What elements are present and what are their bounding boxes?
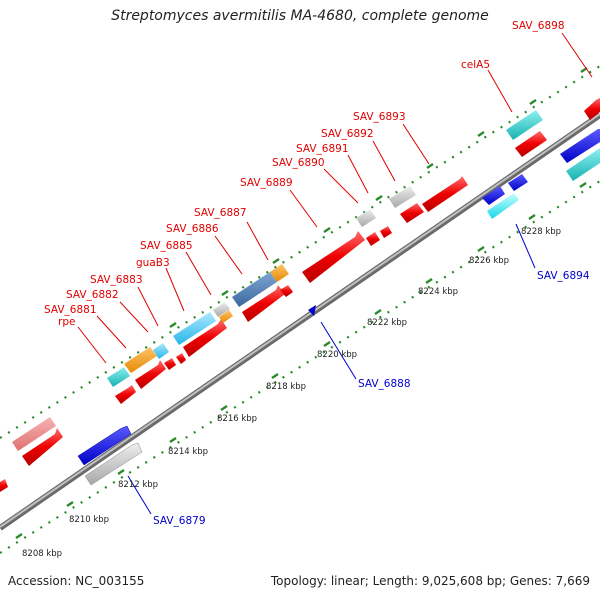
forward-strand-genes xyxy=(0,98,600,492)
genome-title: Streptomyces avermitilis MA-4680, comple… xyxy=(111,8,489,24)
gene-label-sav-6892[interactable]: SAV_6892 xyxy=(321,128,374,140)
gene-arrow-red-left-edge[interactable] xyxy=(0,479,8,492)
gene-arrow-blue-lower-3[interactable] xyxy=(560,129,600,163)
gene-label-sav-6891[interactable]: SAV_6891 xyxy=(296,143,349,155)
gene-label-sav-6885[interactable]: SAV_6885 xyxy=(140,240,193,252)
reverse-leader-lines xyxy=(127,223,536,515)
gene-label-sav-6894[interactable]: SAV_6894 xyxy=(537,270,590,282)
gene-arrow-orange-small[interactable] xyxy=(219,310,233,323)
gene-label-sav-6886[interactable]: SAV_6886 xyxy=(166,223,219,235)
gene-arrow-red-12[interactable] xyxy=(515,131,547,157)
gene-sav-6887-arrow[interactable] xyxy=(302,231,365,283)
gene-arrow-red-8[interactable] xyxy=(280,285,293,297)
gene-label-sav-6883[interactable]: SAV_6883 xyxy=(90,274,143,286)
gene-arrow-red-10[interactable] xyxy=(380,226,392,238)
gene-arrow-red-6[interactable] xyxy=(183,319,227,357)
gene-sav-6883-arrow[interactable] xyxy=(173,312,216,345)
gene-arrow-red-3[interactable] xyxy=(135,360,166,389)
gene-label-sav-6879[interactable]: SAV_6879 xyxy=(153,515,206,527)
gene-arrow-gray-lower[interactable] xyxy=(84,442,143,486)
scale-label: 8212 kbp xyxy=(118,480,158,490)
gene-label-rpe[interactable]: rpe xyxy=(58,316,75,328)
gene-arrow-blue-lower-1[interactable] xyxy=(482,186,505,205)
gene-sav-6881-arrow[interactable] xyxy=(124,347,157,373)
gene-arrow-red-1[interactable] xyxy=(22,428,63,466)
gene-rpe-arrow[interactable] xyxy=(107,367,130,387)
reverse-strand-genes xyxy=(77,129,600,486)
gene-arrow-red-2[interactable] xyxy=(115,385,136,404)
gene-label-sav-6887[interactable]: SAV_6887 xyxy=(194,207,247,219)
gene-guab3-arrow[interactable] xyxy=(213,302,230,317)
gene-label-sav-6888[interactable]: SAV_6888 xyxy=(358,378,411,390)
scale-label: 8210 kbp xyxy=(69,515,109,525)
gene-label-guab3[interactable]: guaB3 xyxy=(136,257,170,269)
scale-label: 8214 kbp xyxy=(168,447,208,457)
gene-label-sav-6882[interactable]: SAV_6882 xyxy=(66,289,119,301)
genome-summary-text: Topology: linear; Length: 9,025,608 bp; … xyxy=(270,574,590,588)
gene-sav-6890-arrow[interactable] xyxy=(356,209,376,227)
scale-label: 8222 kbp xyxy=(367,318,407,328)
scale-label: 8224 kbp xyxy=(418,287,458,297)
gene-label-sav-6889[interactable]: SAV_6889 xyxy=(240,177,293,189)
gene-arrow-lightred[interactable] xyxy=(12,417,56,451)
gene-sav-6898-arrow[interactable] xyxy=(584,98,600,120)
genome-backbone xyxy=(0,112,600,531)
gene-sav-6888-arrow[interactable] xyxy=(308,305,316,316)
gene-arrow-red-4[interactable] xyxy=(164,358,176,370)
gene-sav-6882-arrow[interactable] xyxy=(153,343,169,359)
gene-label-sav-6890[interactable]: SAV_6890 xyxy=(272,157,325,169)
reverse-gene-labels: SAV_6879 SAV_6888 SAV_6894 xyxy=(153,270,590,527)
gene-label-sav-6881[interactable]: SAV_6881 xyxy=(44,304,97,316)
scale-label: 8208 kbp xyxy=(22,549,62,559)
scale-label: 8220 kbp xyxy=(317,350,357,360)
gene-label-sav-6898[interactable]: SAV_6898 xyxy=(512,20,565,32)
scale-label: 8226 kbp xyxy=(469,256,509,266)
gene-arrow-red-9[interactable] xyxy=(366,232,380,246)
gene-arrow-red-7[interactable] xyxy=(242,285,285,322)
upper-tick-track xyxy=(0,65,600,439)
gene-label-cela5[interactable]: celA5 xyxy=(461,59,490,71)
major-ticks xyxy=(15,67,588,539)
scale-labels: 8208 kbp 8210 kbp 8212 kbp 8214 kbp 8216… xyxy=(22,227,561,559)
gene-sav-6893-arrow[interactable] xyxy=(422,176,468,212)
scale-label: 8228 kbp xyxy=(521,227,561,237)
gene-arrow-cyan-lower[interactable] xyxy=(566,148,600,181)
forward-gene-labels: rpe SAV_6881 SAV_6882 SAV_6883 guaB3 SAV… xyxy=(44,20,565,328)
gene-arrow-blue-lower-2[interactable] xyxy=(508,174,528,191)
gene-sav-6886-arrow[interactable] xyxy=(270,264,289,282)
gene-sav-6892-arrow[interactable] xyxy=(389,186,416,208)
gene-sav-6885-arrow[interactable] xyxy=(232,272,277,307)
gene-arrow-red-5[interactable] xyxy=(176,353,186,364)
gene-sav-6894-arrow[interactable] xyxy=(487,193,519,219)
gene-arrow-red-11[interactable] xyxy=(400,203,424,223)
forward-leader-lines xyxy=(77,32,593,364)
gene-cela5-arrow[interactable] xyxy=(506,110,543,140)
lower-tick-track xyxy=(0,180,600,554)
gene-sav-6879-arrow[interactable] xyxy=(77,425,132,466)
scale-label: 8216 kbp xyxy=(217,414,257,424)
gene-label-sav-6893[interactable]: SAV_6893 xyxy=(353,111,406,123)
accession-text: Accession: NC_003155 xyxy=(8,574,145,588)
scale-label: 8218 kbp xyxy=(266,382,306,392)
